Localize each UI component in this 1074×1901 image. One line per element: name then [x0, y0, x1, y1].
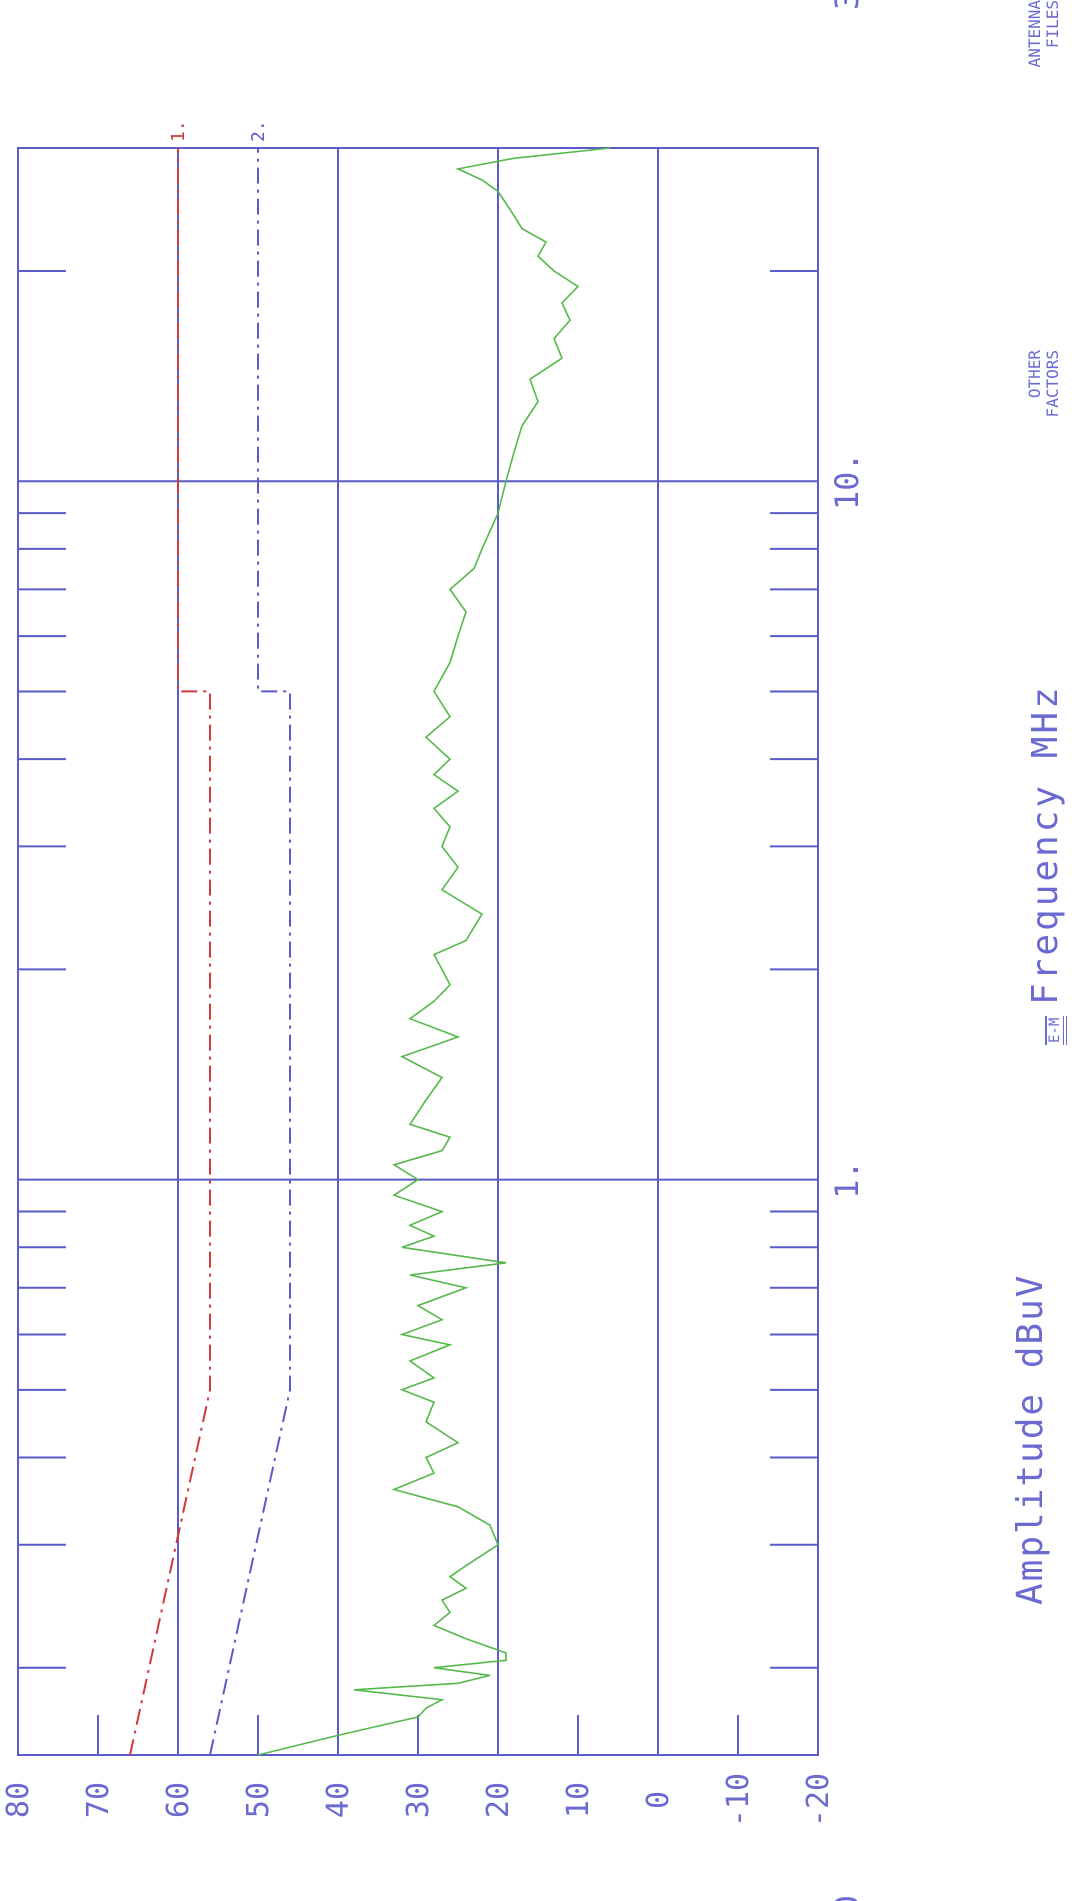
y-axis-title-text: Amplitude dBuV [1010, 1273, 1051, 1605]
legend-other-factors: OTHER FACTORS [1025, 350, 1062, 470]
y-tick-label: 20 [481, 1782, 516, 1818]
y-tick-label: -20 [801, 1773, 836, 1827]
x-axis-title: Frequency MHz [1025, 684, 1066, 1005]
x-axis-title-text: Frequency MHz [1025, 684, 1066, 1005]
limit-line-label-2: 2. [248, 120, 269, 142]
limit-line-1 [129, 148, 211, 1756]
legend-other-factors-text: OTHER FACTORS [1025, 350, 1062, 418]
measurement-trace [257, 147, 611, 1756]
y-tick-label: 60 [161, 1782, 196, 1818]
y-tick-label: 50 [241, 1782, 276, 1818]
limit-line-2 [209, 148, 291, 1756]
y-tick-label: 30 [401, 1782, 436, 1818]
legend-em-badge: E-M [1045, 1015, 1067, 1045]
x-tick-label: 0.150 [828, 1895, 866, 1901]
legend-antenna-files: ANTENNA FILES [1025, 0, 1062, 120]
x-tick-label: 10. [828, 452, 866, 510]
y-tick-label: 80 [1, 1782, 36, 1818]
series-lines: 1. 2. [129, 120, 611, 1756]
value-gridlines [18, 148, 818, 1755]
y-tick-label: 0 [641, 1791, 676, 1809]
x-tick-label: 1. [828, 1160, 866, 1199]
y-tick-label: 40 [321, 1782, 356, 1818]
legend-antenna-files-text: ANTENNA FILES [1025, 0, 1062, 68]
plot-frame [17, 147, 819, 1756]
x-tick-label: 30.000 [828, 0, 866, 10]
frequency-minor-ticks [17, 269, 819, 1755]
limit-line-label-1: 1. [168, 120, 189, 142]
legend-em-text: E-M [1047, 1017, 1063, 1043]
y-tick-label: 10 [561, 1782, 596, 1818]
y-axis-title: Amplitude dBuV [1010, 1274, 1051, 1605]
axis-labels: 80 70 60 50 40 30 20 10 0 -10 -20 0.150 1. 10. 30.000 [1, 0, 866, 1901]
y-tick-label: 70 [81, 1782, 116, 1818]
y-tick-label: -10 [721, 1773, 756, 1827]
